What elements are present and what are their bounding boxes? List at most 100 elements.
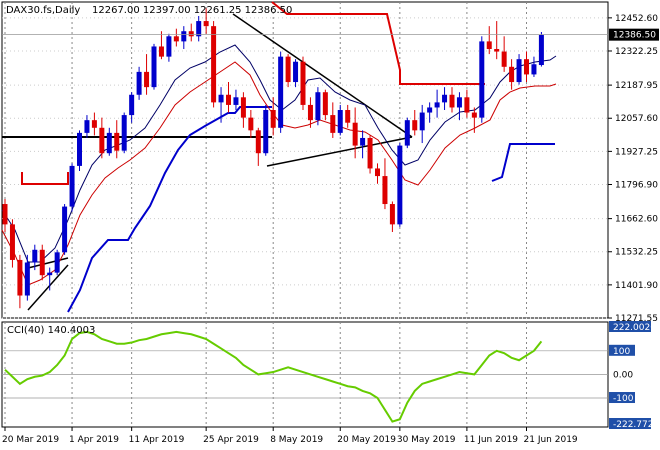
candle-body (188, 31, 194, 37)
cci-line (4, 330, 543, 423)
price-panel-frame (1, 1, 609, 319)
candle-body (322, 92, 328, 116)
price-tick-label: 12452.60 (615, 14, 658, 24)
candle-body (255, 130, 261, 154)
candle-body (345, 110, 351, 123)
candle-body (263, 110, 269, 154)
candle-body (121, 115, 127, 151)
cci-tick-label: 100 (613, 347, 630, 357)
candle-body (248, 117, 254, 131)
candle-body (158, 46, 164, 57)
candle-body (151, 46, 157, 88)
red-upper-band-2 (271, 1, 485, 85)
candle-body (91, 120, 97, 128)
candle-body (524, 59, 529, 75)
candle-body (203, 21, 209, 27)
candle-body (360, 137, 366, 146)
price-tick-label: 11927.25 (615, 147, 658, 157)
candle-body (516, 59, 522, 83)
candle-body (24, 262, 30, 296)
candles (2, 8, 544, 309)
candle-body (307, 104, 313, 121)
cci-label: CCI(40) 140.4003 (7, 325, 95, 336)
time-tick-label: 8 May 2019 (270, 435, 323, 445)
candle-body (39, 249, 45, 276)
candle-body (114, 132, 120, 151)
candle-body (211, 26, 217, 103)
time-tick-label: 20 Mar 2019 (2, 435, 59, 445)
candle-body (84, 120, 90, 133)
candle-body (166, 36, 172, 57)
candle-body (434, 102, 440, 108)
candle-body (300, 61, 306, 105)
price-tick-label: 12322.25 (615, 47, 658, 57)
cci-tick-label: 0.00 (613, 370, 633, 380)
candle-body (330, 115, 336, 133)
candle-body (442, 94, 448, 103)
candle-body (54, 252, 60, 273)
candle-body (404, 120, 410, 146)
blue-lower-band-2 (491, 143, 555, 182)
cci-tick-tag (609, 392, 635, 404)
candle-body (9, 224, 15, 260)
time-tick-label: 20 May 2019 (337, 435, 396, 445)
current-price-label: 12386.50 (613, 31, 656, 41)
price-tick-label: 11271.55 (615, 314, 658, 324)
candle-body (486, 41, 492, 50)
candle-body (218, 94, 224, 103)
candle-body (129, 94, 135, 116)
candle-body (240, 97, 246, 118)
time-tick-label: 11 Jun 2019 (464, 435, 518, 445)
candle-body (501, 51, 507, 67)
triangle-lower-line (266, 136, 413, 167)
price-axis: 12452.60 12322.25 12187.95 12057.60 11927.25… (2, 14, 659, 324)
candle-body (17, 259, 23, 296)
candle-body (278, 56, 284, 128)
candle-body (32, 249, 38, 263)
candle-body (419, 112, 425, 131)
cci-tick-label: -222.7726 (613, 420, 659, 430)
cci-tick-tag (609, 418, 651, 429)
candle-body (531, 64, 537, 75)
price-tick-label: 11662.60 (615, 215, 658, 225)
blue-lower-band (67, 106, 272, 313)
candle-body (2, 204, 8, 225)
candle-body (538, 34, 544, 66)
candle-body (315, 92, 321, 121)
candle-body (352, 122, 358, 146)
candle-body (479, 41, 485, 118)
time-tick-label: 30 May 2019 (397, 435, 456, 445)
candle-body (233, 97, 239, 105)
time-tick-label: 21 Jun 2019 (524, 435, 578, 445)
chart-header-ohlc: 12267.00 12397.00 12261.25 12386.50 (92, 5, 292, 16)
price-tick-label: 11401.90 (615, 281, 658, 291)
price-tick-label: 12187.95 (615, 81, 658, 91)
time-axis: 20 Mar 2019 1 Apr 2019 11 Apr 2019 25 Apr 2… (2, 427, 578, 445)
candle-body (144, 71, 150, 88)
candle-body (382, 176, 388, 205)
candle-body (99, 127, 105, 154)
candle-body (47, 272, 53, 276)
time-tick-label: 1 Apr 2019 (69, 435, 119, 445)
candle-body (389, 204, 395, 225)
candle-body (196, 21, 202, 37)
candle-body (173, 36, 179, 42)
candle-body (62, 206, 68, 253)
candle-body (375, 168, 380, 177)
candle-body (494, 49, 500, 52)
current-price-tag (609, 28, 659, 41)
candle-body (69, 165, 75, 207)
candle-body (337, 110, 343, 133)
candle-body (77, 132, 82, 166)
candle-body (509, 66, 515, 83)
price-tick-label: 11532.25 (615, 248, 658, 258)
cci-tick-tag (609, 321, 651, 332)
candle-body (270, 110, 276, 128)
candle-body (226, 94, 231, 105)
candle-body (412, 120, 418, 131)
cci-indicator: 222.0026 100 0.00 -100 -222.7726 (2, 321, 659, 430)
cci-tick-tag (609, 344, 635, 356)
candle-body (367, 137, 373, 169)
time-tick-label: 25 Apr 2019 (203, 435, 259, 445)
price-tick-label: 11796.90 (615, 180, 658, 190)
